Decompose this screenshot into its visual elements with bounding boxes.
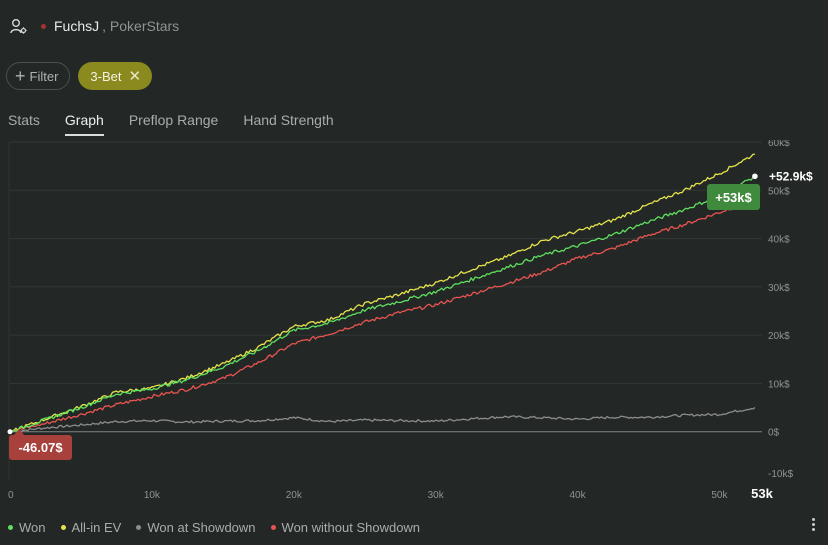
y-tick-label: -10k$ <box>768 469 793 480</box>
chart-markers: -46.07$ +53k$ +52.9k$ <box>7 169 813 460</box>
legend-label: Won <box>19 520 46 535</box>
plus-icon: + <box>15 66 26 86</box>
start-label-box <box>9 435 72 460</box>
more-options-icon[interactable] <box>810 516 816 533</box>
series-line-all-in-ev <box>9 153 755 433</box>
player-name: FuchsJ <box>54 18 100 34</box>
tab-stats[interactable]: Stats <box>8 112 40 128</box>
tab-preflop-range[interactable]: Preflop Range <box>128 112 219 128</box>
x-tick-label: 10k <box>144 490 161 501</box>
x-tick-label: 30k <box>428 490 445 501</box>
start-marker <box>7 429 13 435</box>
player-header: FuchsJ , PokerStars <box>10 16 179 36</box>
legend-label: Won at Showdown <box>147 520 256 535</box>
profit-graph[interactable]: 60k$ 50k$ 40k$ 30k$ 20k$ 10k$ 0$ -10k$ 0 10k 20k 3… <box>0 140 828 505</box>
start-label: -46.07$ <box>18 440 63 455</box>
filter-button[interactable]: + Filter <box>6 62 71 90</box>
x-tick-label: 40k <box>569 490 586 501</box>
series-line-won-at-showdown <box>9 407 756 433</box>
y-tick-label: 50k$ <box>768 186 790 197</box>
end-badge: +53k$ <box>715 190 752 205</box>
legend-item-all-in-ev[interactable]: All-in EV <box>60 520 122 535</box>
x-tick-label: 0 <box>8 490 14 501</box>
y-tick-label: 60k$ <box>768 140 790 149</box>
legend-label: All-in EV <box>71 520 122 535</box>
filter-bar: + Filter 3-Bet ✕ <box>6 62 153 90</box>
series-line-won <box>9 175 756 433</box>
series-line-won-without-showdown <box>9 197 756 433</box>
x-axis-labels: 0 10k 20k 30k 40k 50k 53k <box>8 486 774 501</box>
legend-item-won[interactable]: Won <box>8 520 46 535</box>
end-marker <box>752 173 758 180</box>
tab-hand-strength[interactable]: Hand Strength <box>243 112 334 128</box>
y-tick-label: 0$ <box>768 428 780 439</box>
start-label-pointer <box>14 429 24 435</box>
legend-dot <box>8 525 13 530</box>
y-tick-label: 30k$ <box>768 283 790 294</box>
site-name: , PokerStars <box>102 18 180 34</box>
filter-label: Filter <box>29 68 59 84</box>
x-tick-label: 50k <box>711 490 728 501</box>
end-badge-box <box>707 184 760 210</box>
y-axis-labels: 60k$ 50k$ 40k$ 30k$ 20k$ 10k$ 0$ -10k$ <box>768 140 793 480</box>
legend-item-won-without-showdown[interactable]: Won without Showdown <box>270 520 421 535</box>
chart-grid <box>8 141 762 480</box>
close-icon[interactable]: ✕ <box>128 67 142 85</box>
x-tick-label: 20k <box>286 490 303 501</box>
user-settings-icon[interactable] <box>10 18 27 35</box>
legend-dot <box>60 525 66 530</box>
end-value-label: +52.9k$ <box>769 169 813 183</box>
y-tick-label: 20k$ <box>768 331 790 342</box>
legend-item-won-at-showdown[interactable]: Won at Showdown <box>136 520 256 535</box>
chart-lines <box>9 153 756 433</box>
y-tick-label: 40k$ <box>768 235 790 246</box>
chip-label: 3-Bet <box>90 68 122 84</box>
status-dot <box>41 23 46 29</box>
tab-graph[interactable]: Graph <box>64 112 104 136</box>
y-tick-label: 10k$ <box>768 379 790 390</box>
filter-chip-3bet[interactable]: 3-Bet ✕ <box>78 62 153 90</box>
x-tick-label-max: 53k <box>751 486 773 501</box>
tab-bar: Stats Graph Preflop Range Hand Strength <box>8 112 359 136</box>
legend-label: Won without Showdown <box>281 520 421 535</box>
legend-dot <box>270 525 276 530</box>
legend-dot <box>136 525 142 530</box>
chart-legend: Won All-in EV Won at Showdown Won without S… <box>8 520 420 535</box>
